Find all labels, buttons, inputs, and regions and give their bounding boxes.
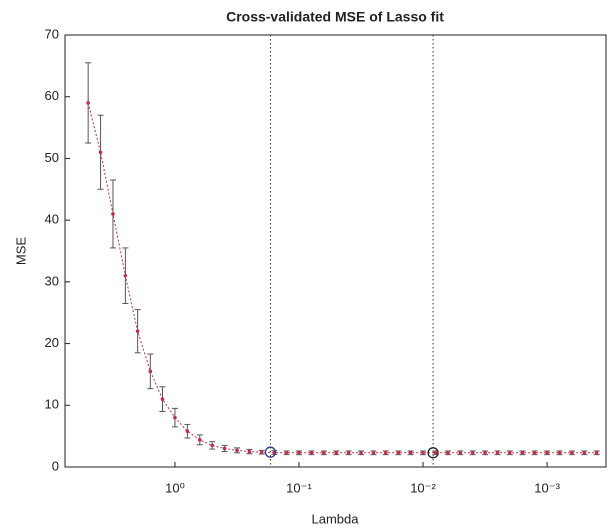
point bbox=[421, 451, 425, 455]
point bbox=[334, 451, 339, 455]
point bbox=[135, 329, 140, 334]
y-tick-label: 50 bbox=[45, 150, 59, 165]
x-axis-label: Lambda bbox=[312, 511, 360, 526]
point bbox=[383, 451, 388, 455]
point bbox=[222, 446, 227, 451]
point bbox=[123, 273, 128, 278]
point bbox=[582, 451, 587, 455]
point bbox=[259, 450, 264, 454]
highlight-marker bbox=[264, 446, 277, 458]
point bbox=[235, 448, 239, 453]
point bbox=[322, 451, 326, 455]
point bbox=[160, 397, 165, 401]
point bbox=[284, 451, 289, 455]
point bbox=[210, 443, 214, 448]
x-tick-label: 10⁰ bbox=[165, 480, 185, 495]
point bbox=[346, 451, 351, 455]
point bbox=[458, 451, 463, 455]
point bbox=[148, 369, 153, 374]
point bbox=[185, 429, 190, 434]
point bbox=[98, 150, 103, 155]
highlight-marker bbox=[427, 447, 439, 459]
mse-line bbox=[87, 102, 597, 454]
point bbox=[545, 451, 549, 455]
point bbox=[495, 451, 500, 455]
point bbox=[247, 449, 252, 454]
point bbox=[396, 451, 401, 455]
point bbox=[557, 451, 562, 455]
point bbox=[297, 451, 301, 455]
y-tick-label: 60 bbox=[45, 88, 59, 103]
point bbox=[483, 451, 487, 455]
point bbox=[371, 451, 376, 455]
plot-frame bbox=[64, 34, 607, 468]
y-tick-label: 40 bbox=[45, 212, 59, 227]
point bbox=[570, 451, 574, 455]
point bbox=[594, 451, 599, 455]
point bbox=[507, 451, 512, 455]
chart-title: Cross-validated MSE of Lasso fit bbox=[226, 9, 444, 25]
point bbox=[173, 415, 177, 420]
point bbox=[532, 451, 537, 455]
point bbox=[197, 438, 202, 442]
point bbox=[86, 101, 90, 105]
y-tick-label: 70 bbox=[45, 26, 59, 41]
y-tick-label: 30 bbox=[45, 273, 59, 288]
point bbox=[309, 451, 314, 455]
point bbox=[433, 451, 438, 455]
point bbox=[446, 451, 450, 455]
y-tick-label: 10 bbox=[45, 397, 59, 412]
point bbox=[111, 212, 115, 216]
point bbox=[359, 451, 363, 455]
y-tick-label: 20 bbox=[45, 335, 59, 350]
x-tick-label: 10⁻³ bbox=[534, 480, 560, 495]
point bbox=[408, 451, 413, 455]
point bbox=[520, 451, 525, 455]
x-tick-label: 10⁻¹ bbox=[286, 480, 312, 495]
x-tick-label: 10⁻² bbox=[410, 480, 436, 495]
y-axis-label: MSE bbox=[13, 237, 28, 266]
point bbox=[470, 451, 475, 455]
y-tick-label: 0 bbox=[52, 458, 59, 473]
